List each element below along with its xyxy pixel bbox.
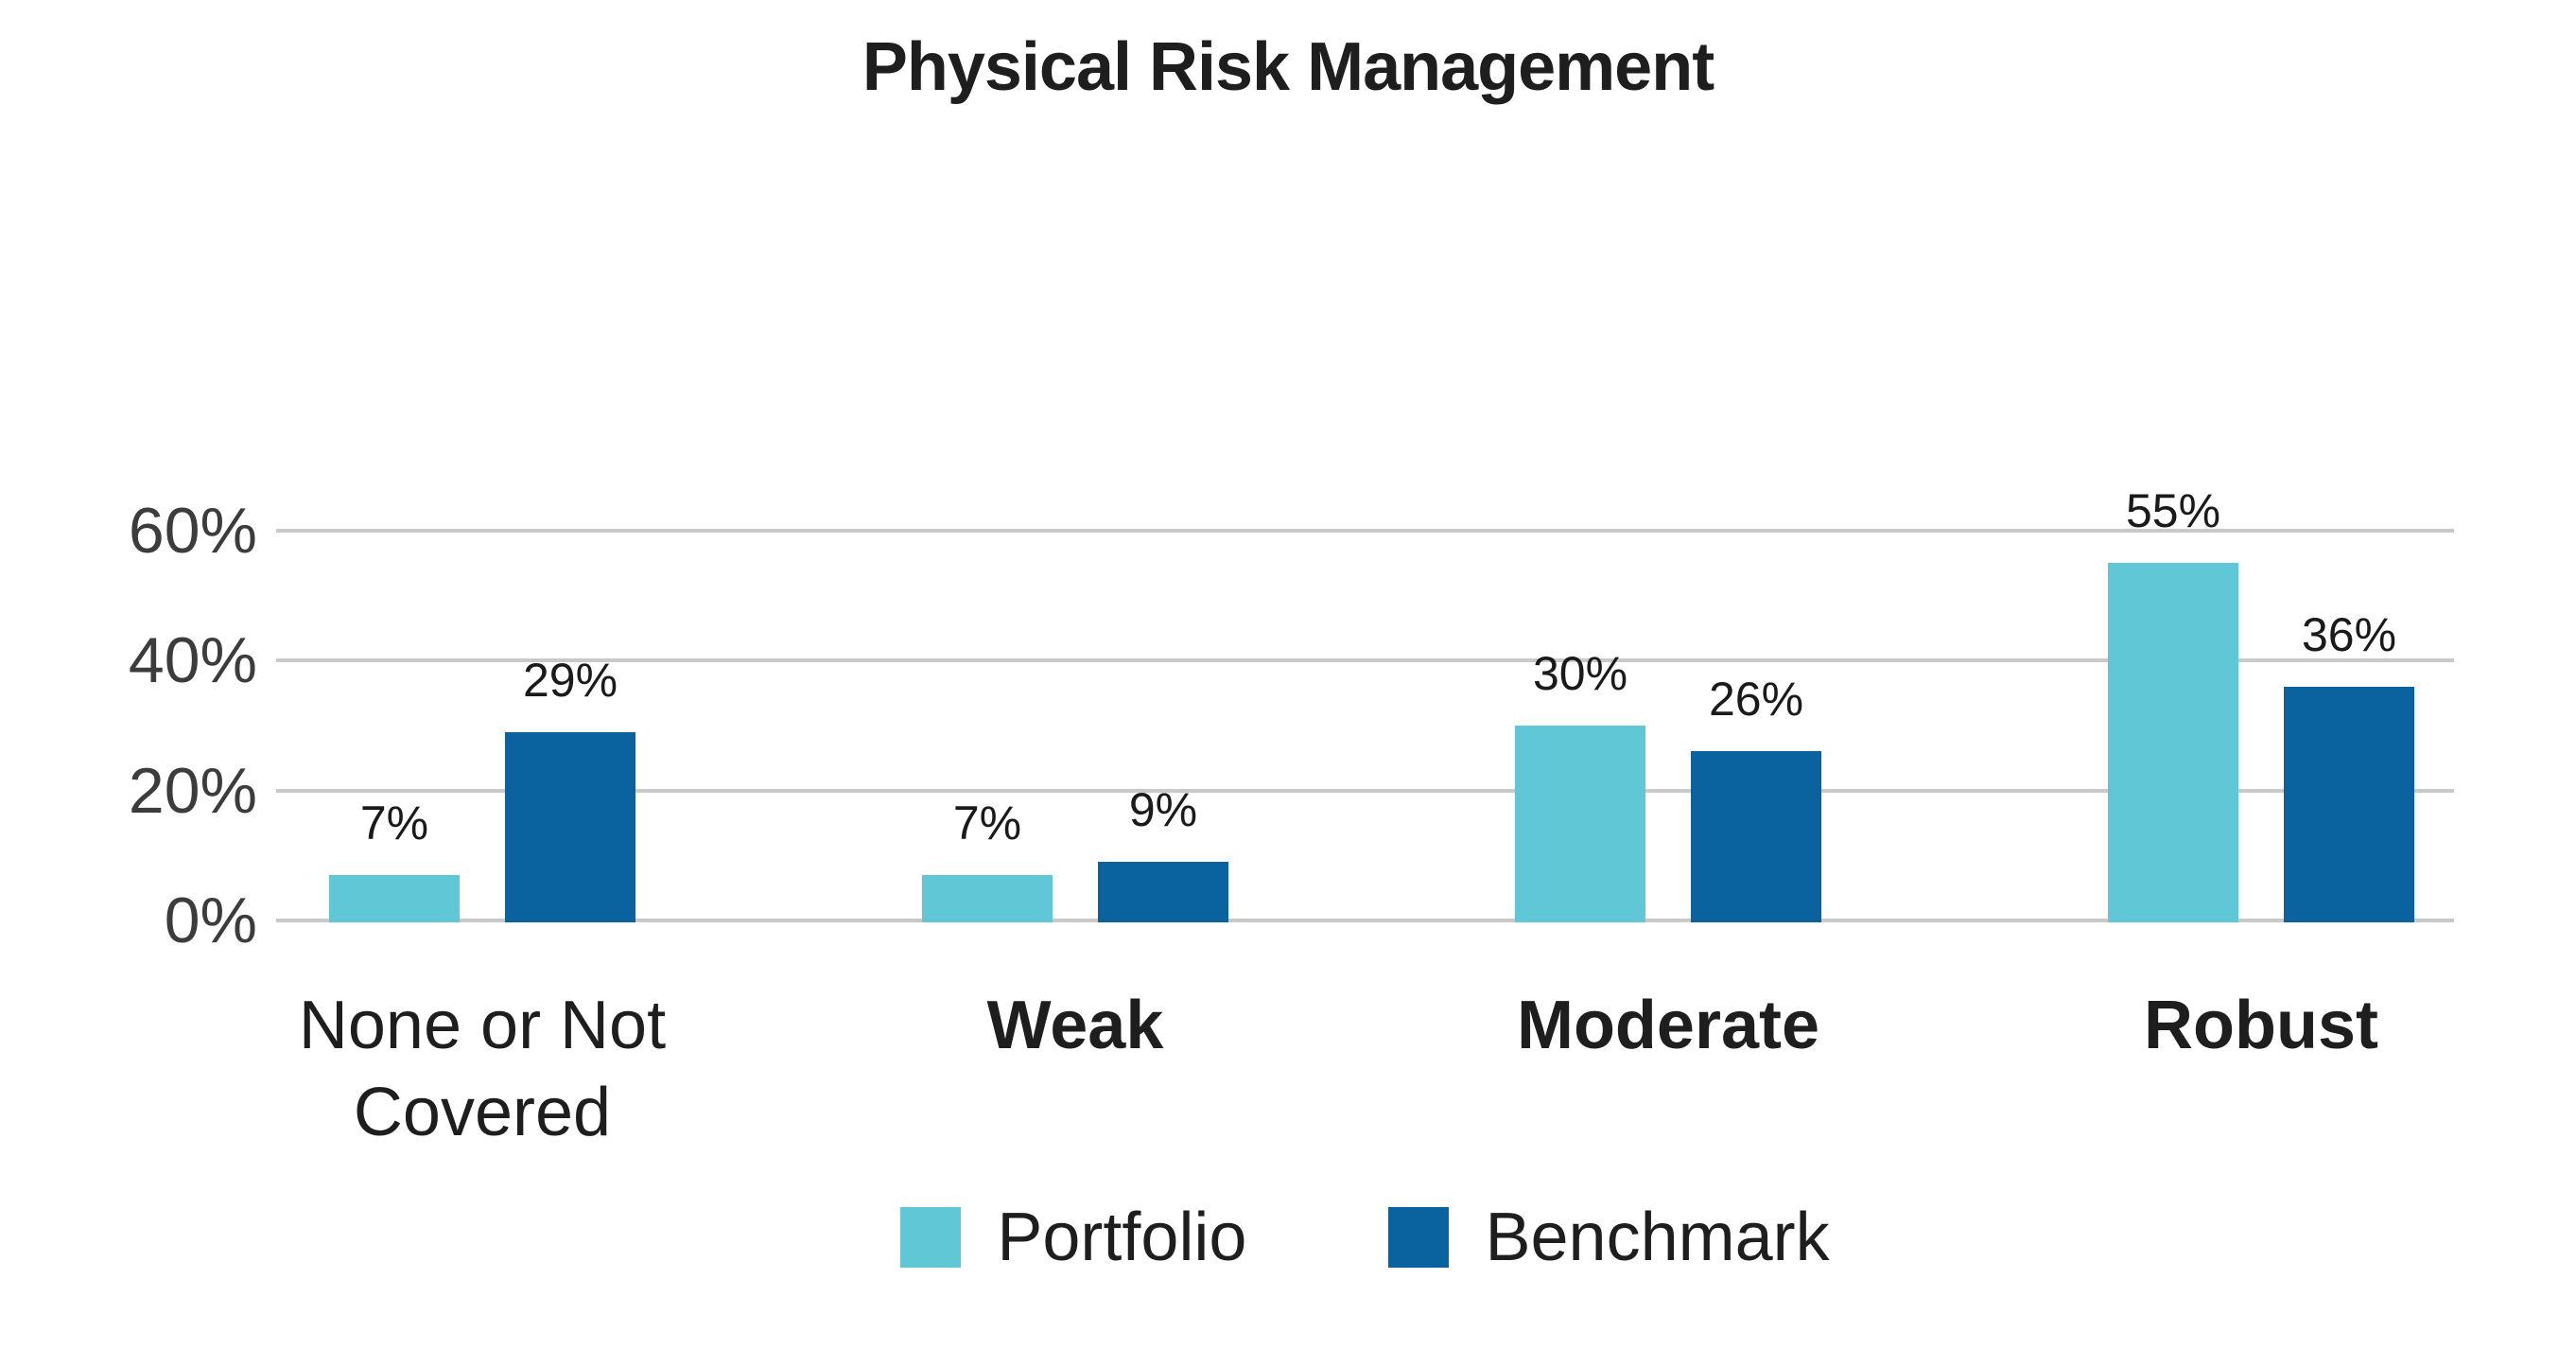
chart-title: Physical Risk Management	[862, 29, 1714, 105]
bar-portfolio-4	[2108, 563, 2238, 922]
gridline-60	[276, 528, 2454, 533]
legend-item-portfolio: Portfolio	[900, 1203, 1246, 1271]
y-tick-label-60: 60%	[128, 494, 257, 567]
category-label-1: None or Not Covered	[298, 988, 667, 1151]
bar-portfolio-2	[922, 874, 1053, 922]
bar-benchmark-4	[2284, 686, 2414, 922]
y-tick-label-0: 0%	[164, 885, 257, 956]
value-label-benchmark-4: 36%	[2301, 607, 2397, 661]
legend-swatch-benchmark-icon	[1388, 1207, 1450, 1268]
value-label-benchmark-2: 9%	[1128, 783, 1198, 837]
legend-swatch-portfolio-icon	[900, 1207, 962, 1268]
bar-portfolio-1	[329, 874, 460, 922]
legend: Portfolio Benchmark	[276, 1203, 2454, 1271]
legend-item-benchmark: Benchmark	[1388, 1200, 1830, 1275]
value-label-benchmark-1: 29%	[522, 653, 618, 707]
value-label-portfolio-2: 7%	[952, 796, 1022, 850]
category-label-4: Robust	[2144, 988, 2378, 1063]
legend-label-benchmark: Benchmark	[1485, 1200, 1830, 1275]
gridline-0	[276, 919, 2454, 922]
bar-benchmark-1	[505, 731, 635, 922]
value-label-portfolio-3: 30%	[1532, 646, 1628, 700]
bar-portfolio-3	[1515, 725, 1645, 922]
category-label-3: Moderate	[1516, 988, 1820, 1063]
value-label-portfolio-1: 7%	[359, 796, 429, 850]
bar-benchmark-2	[1098, 862, 1228, 922]
legend-label-portfolio: Portfolio	[997, 1200, 1247, 1275]
value-label-portfolio-4: 55%	[2125, 484, 2221, 538]
y-tick-label-40: 40%	[128, 624, 257, 697]
gridline-40	[276, 658, 2454, 663]
bar-benchmark-3	[1691, 751, 1821, 922]
value-label-benchmark-3: 26%	[1708, 673, 1804, 727]
y-tick-label-20: 20%	[128, 754, 257, 827]
category-label-2: Weak	[986, 988, 1164, 1063]
gridline-20	[276, 788, 2454, 793]
